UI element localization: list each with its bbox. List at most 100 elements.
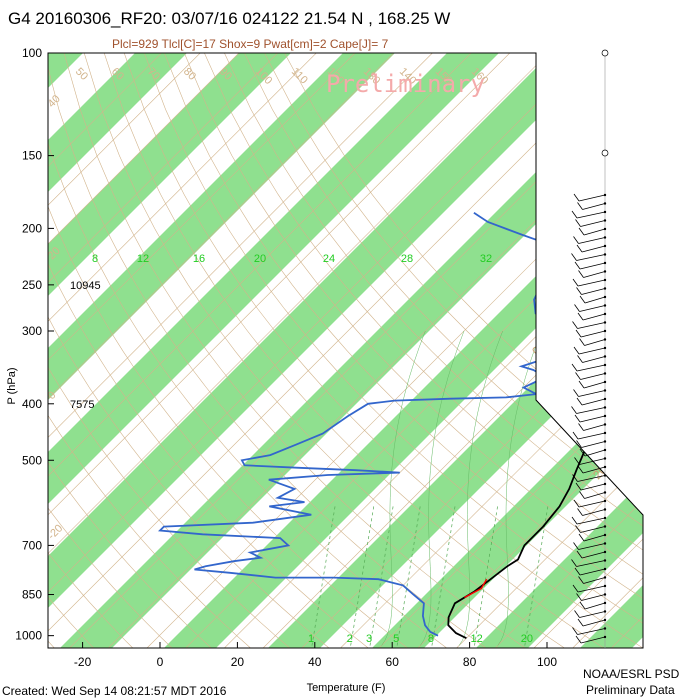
wind-barb-dot: [603, 610, 607, 613]
moist-adiabat: [458, 330, 503, 646]
wind-barb-flag: [573, 389, 579, 397]
x-axis-title: Temperature (F): [307, 682, 386, 694]
chart-title: G4 20160306_RF20: 03/07/16 024122 21.54 …: [8, 9, 450, 28]
wind-barb-flag: [576, 287, 582, 295]
wind-barb-dot: [603, 202, 607, 205]
wind-barb-flag: [572, 627, 578, 635]
wind-barb-flag: [576, 397, 583, 406]
wind-barb-staff: [582, 356, 606, 363]
isotherm-line: [48, 53, 511, 648]
wind-barb-staff: [582, 619, 606, 627]
wind-barb-flag: [575, 329, 582, 338]
wind-barb-staff: [578, 500, 606, 508]
y-axis-ticks: 100 150 200 250 300 400 500 700 850 1000: [15, 46, 54, 643]
theta-e-label: 16: [193, 253, 205, 265]
dry-adiabat: [264, 53, 643, 648]
wind-barb-dot: [603, 525, 607, 528]
wind-barb-staff: [579, 415, 606, 423]
wind-barb-dot: [603, 261, 607, 265]
wind-barb-flag: [571, 406, 577, 414]
wind-barb-dot: [603, 244, 607, 248]
wind-barb-staff: [580, 636, 606, 644]
dry-adiabat: [204, 53, 643, 648]
wind-barb-dot: [603, 397, 607, 401]
wind-barb-staff: [584, 602, 606, 610]
isotherms: [48, 53, 643, 648]
wind-barb-flag: [578, 533, 585, 542]
wind-barb-dot: [603, 508, 607, 511]
wind-barb-flag: [576, 440, 582, 448]
wind-barb-dot: [603, 423, 607, 426]
isotherm-line: [417, 53, 643, 648]
wind-barb-dot: [603, 193, 607, 197]
chart-watermark: Preliminary: [326, 70, 485, 98]
dry-adiabat: [48, 53, 330, 648]
wind-barb-flag: [578, 576, 584, 584]
wind-barb-dot: [603, 372, 607, 375]
dry-adiabat: [144, 53, 643, 648]
wind-barb-dot: [603, 236, 607, 239]
wind-barb-staff: [581, 441, 606, 448]
wind-barb-flag: [575, 372, 581, 380]
wind-barb-dot: [603, 219, 607, 222]
x-tick-label: 60: [386, 655, 400, 669]
wind-barb-staff: [578, 543, 606, 550]
wind-barb-dot: [603, 431, 607, 435]
wind-barb-staff: [582, 313, 606, 321]
wind-barb-flag: [573, 193, 580, 202]
mixing-ratio-label: 2: [347, 633, 353, 645]
y-tick-label: 1000: [15, 629, 42, 643]
wind-barb-flag: [574, 457, 580, 465]
wind-barb-dot: [603, 414, 607, 418]
theta-band: [48, 53, 643, 648]
wind-barb-flag: [571, 516, 578, 525]
wind-barb-dot: [603, 389, 607, 392]
isotherm-line: [48, 53, 162, 648]
wind-barb-flag: [578, 227, 585, 236]
wind-barb-staff: [581, 398, 606, 406]
y-tick-label: 700: [22, 538, 42, 552]
wind-barb-staff: [581, 245, 606, 253]
wind-barb-staff: [583, 228, 606, 236]
skew-temp-label: 30: [620, 475, 640, 495]
wind-barb-staff: [580, 220, 606, 227]
wind-barb-staff: [576, 560, 606, 567]
moist-adiabat: [420, 330, 465, 646]
wind-barb-staff: [579, 262, 606, 270]
dry-adiabat: [164, 53, 643, 648]
x-tick-label: 20: [231, 655, 245, 669]
wind-barb-flag: [577, 202, 583, 210]
wind-barb-staff: [580, 526, 606, 533]
isotherm-line: [48, 53, 201, 648]
chart-subtitle: Plcl=929 Tlcl[C]=17 Shox=9 Pwat[cm]=2 Ca…: [112, 37, 389, 51]
isotherm-line: [185, 53, 643, 648]
wind-barb-staff: [584, 492, 606, 499]
wind-barb-staff: [579, 568, 606, 576]
mixing-ratio-label: 8: [428, 633, 434, 645]
wind-barb-flag: [572, 431, 579, 440]
wind-barb-flag: [574, 261, 581, 270]
wind-barb-flag: [577, 618, 584, 627]
wind-barb-dot: [603, 516, 607, 520]
parcel-segment: [464, 578, 488, 599]
height-labels: 10945 7575: [70, 280, 101, 411]
wind-barb-dot: [603, 440, 607, 443]
wind-barb-staff: [578, 237, 606, 244]
height-label: 10945: [70, 280, 101, 292]
wind-barb-staff: [584, 296, 606, 304]
wind-barb-flag: [576, 550, 583, 559]
mixing-ratio-label: 1: [308, 633, 314, 645]
isotherm-line: [48, 53, 394, 648]
wind-barb-staff: [581, 288, 606, 295]
wind-barb-staff: [581, 551, 606, 559]
wind-barb-staff: [577, 322, 606, 329]
isotherm-line: [224, 53, 643, 648]
wind-barb-staff: [580, 483, 606, 491]
wind-barb-flag: [571, 363, 578, 372]
wind-barb-flag: [573, 542, 579, 550]
dry-adiabat: [103, 53, 604, 648]
dry-adiabat: [123, 53, 643, 648]
isotherm-line: [456, 53, 643, 648]
left-temp-label: 0: [46, 389, 59, 402]
wind-barb-flag: [577, 465, 584, 474]
